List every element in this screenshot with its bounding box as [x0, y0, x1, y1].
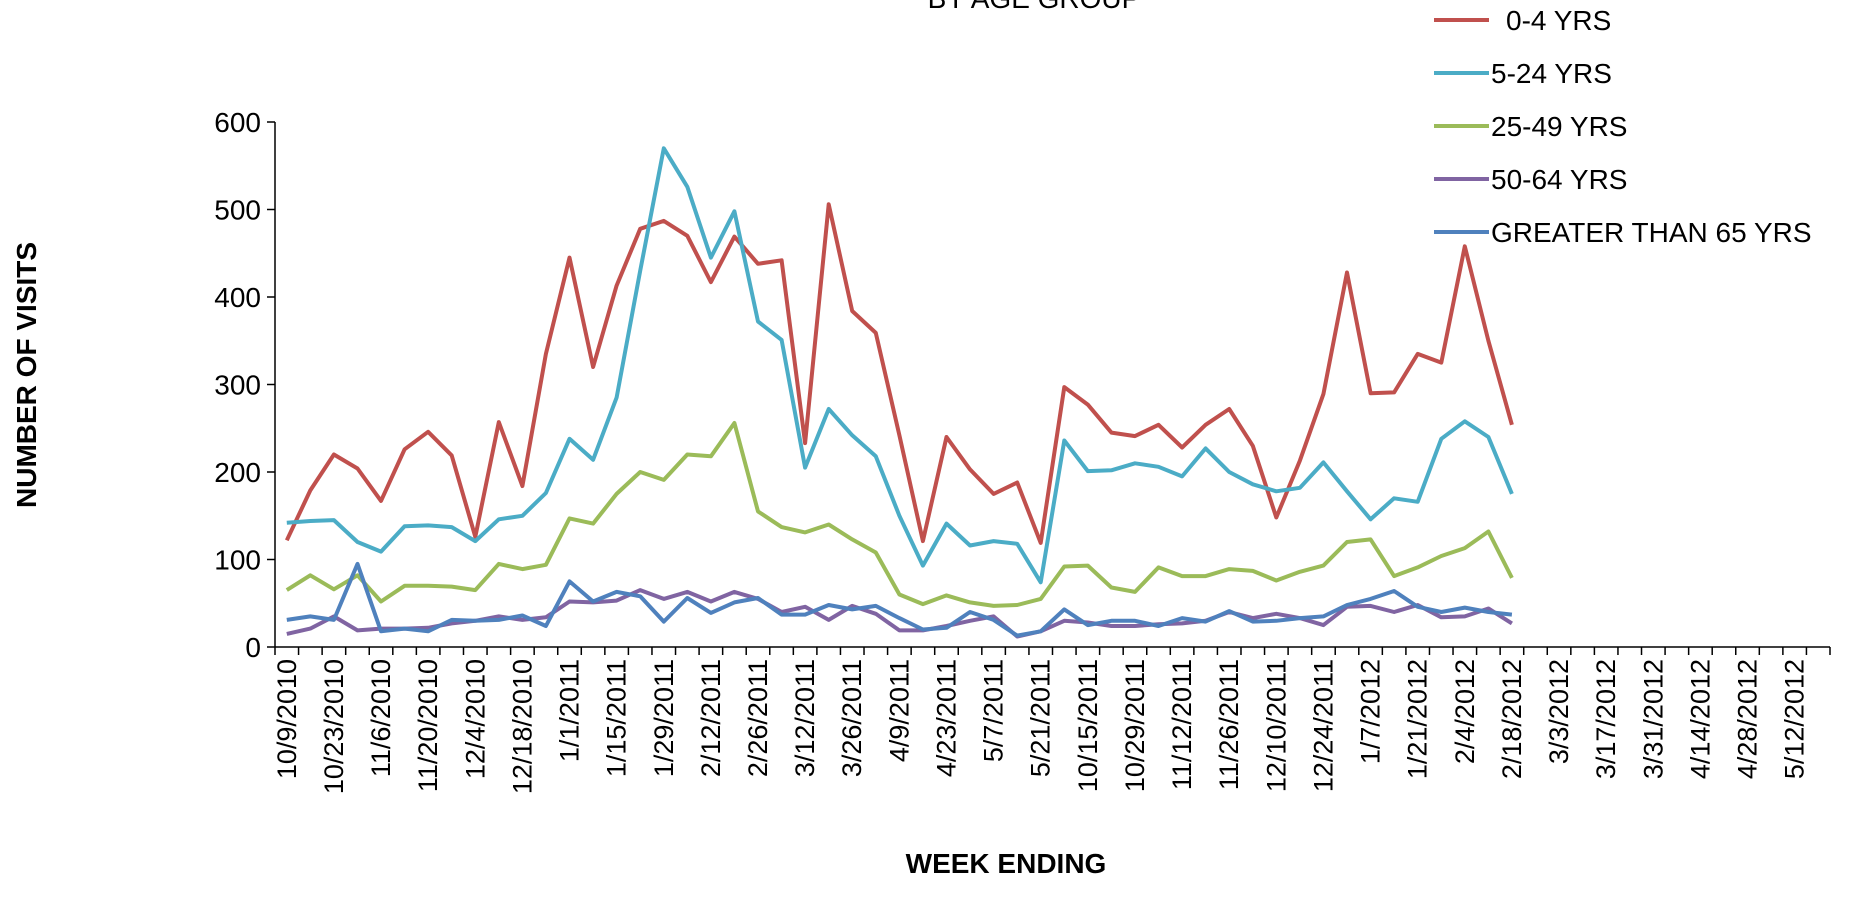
x-tick-label: 1/7/2012 — [1356, 659, 1386, 764]
y-tick-label: 200 — [214, 457, 261, 488]
series-line — [286, 561, 1513, 638]
y-tick-label: 600 — [214, 107, 261, 138]
legend-label: GREATER THAN 65 YRS — [1491, 217, 1812, 248]
x-tick-label: 1/29/2011 — [649, 659, 679, 777]
x-tick-label: 12/18/2010 — [507, 659, 537, 794]
x-tick-label: 4/14/2012 — [1685, 659, 1715, 779]
x-tick-label: 1/1/2011 — [555, 659, 585, 762]
x-tick-label: 5/12/2012 — [1780, 659, 1810, 779]
x-tick-label: 5/7/2011 — [979, 659, 1009, 762]
x-tick-label: 12/4/2010 — [460, 659, 490, 779]
x-axis-title: WEEK ENDING — [906, 848, 1107, 879]
legend-label: 50-64 YRS — [1491, 164, 1627, 195]
x-tick-label: 1/21/2012 — [1403, 659, 1433, 779]
y-tick-label: 500 — [214, 195, 261, 226]
y-tick-label: 100 — [214, 545, 261, 576]
legend-label: 5-24 YRS — [1491, 58, 1612, 89]
chart-title: BY AGE GROUP — [928, 0, 1141, 14]
x-tick-label: 3/26/2011 — [837, 659, 867, 777]
x-tick-label: 4/28/2012 — [1733, 659, 1763, 779]
x-tick-label: 2/26/2011 — [743, 659, 773, 777]
x-tick-label: 10/9/2010 — [272, 659, 302, 779]
x-tick-label: 4/23/2011 — [931, 659, 961, 777]
x-tick-label: 3/17/2012 — [1591, 659, 1621, 779]
y-tick-label: 300 — [214, 370, 261, 401]
x-tick-label: 10/29/2011 — [1120, 659, 1150, 792]
x-tick-label: 3/12/2011 — [790, 659, 820, 777]
y-tick-label: 0 — [245, 632, 261, 663]
x-tick-label: 4/9/2011 — [884, 659, 914, 762]
x-tick-label: 11/12/2011 — [1167, 659, 1197, 790]
series-line — [286, 588, 1513, 639]
series-line — [285, 421, 1514, 608]
x-tick-label: 1/15/2011 — [602, 659, 632, 777]
x-tick-label: 3/3/2012 — [1544, 659, 1574, 764]
y-axis-title: NUMBER OF VISITS — [11, 242, 42, 508]
x-tick-label: 3/31/2012 — [1638, 659, 1668, 779]
legend-label: 25-49 YRS — [1491, 111, 1627, 142]
series-line — [284, 202, 1514, 545]
x-tick-label: 11/26/2011 — [1214, 659, 1244, 790]
series-line — [286, 146, 1514, 585]
x-tick-label: 2/12/2011 — [696, 659, 726, 777]
x-tick-label: 2/4/2012 — [1450, 659, 1480, 764]
x-tick-label: 5/21/2011 — [1026, 659, 1056, 777]
x-tick-label: 10/15/2011 — [1073, 659, 1103, 792]
y-tick-label: 400 — [214, 282, 261, 313]
x-tick-label: 2/18/2012 — [1497, 659, 1527, 779]
x-tick-label: 11/6/2010 — [366, 659, 396, 777]
legend-label: 0-4 YRS — [1506, 5, 1611, 36]
x-tick-label: 12/10/2011 — [1261, 659, 1291, 792]
x-tick-label: 10/23/2010 — [319, 659, 349, 794]
x-tick-label: 11/20/2010 — [413, 659, 443, 792]
x-tick-label: 12/24/2011 — [1308, 659, 1338, 792]
